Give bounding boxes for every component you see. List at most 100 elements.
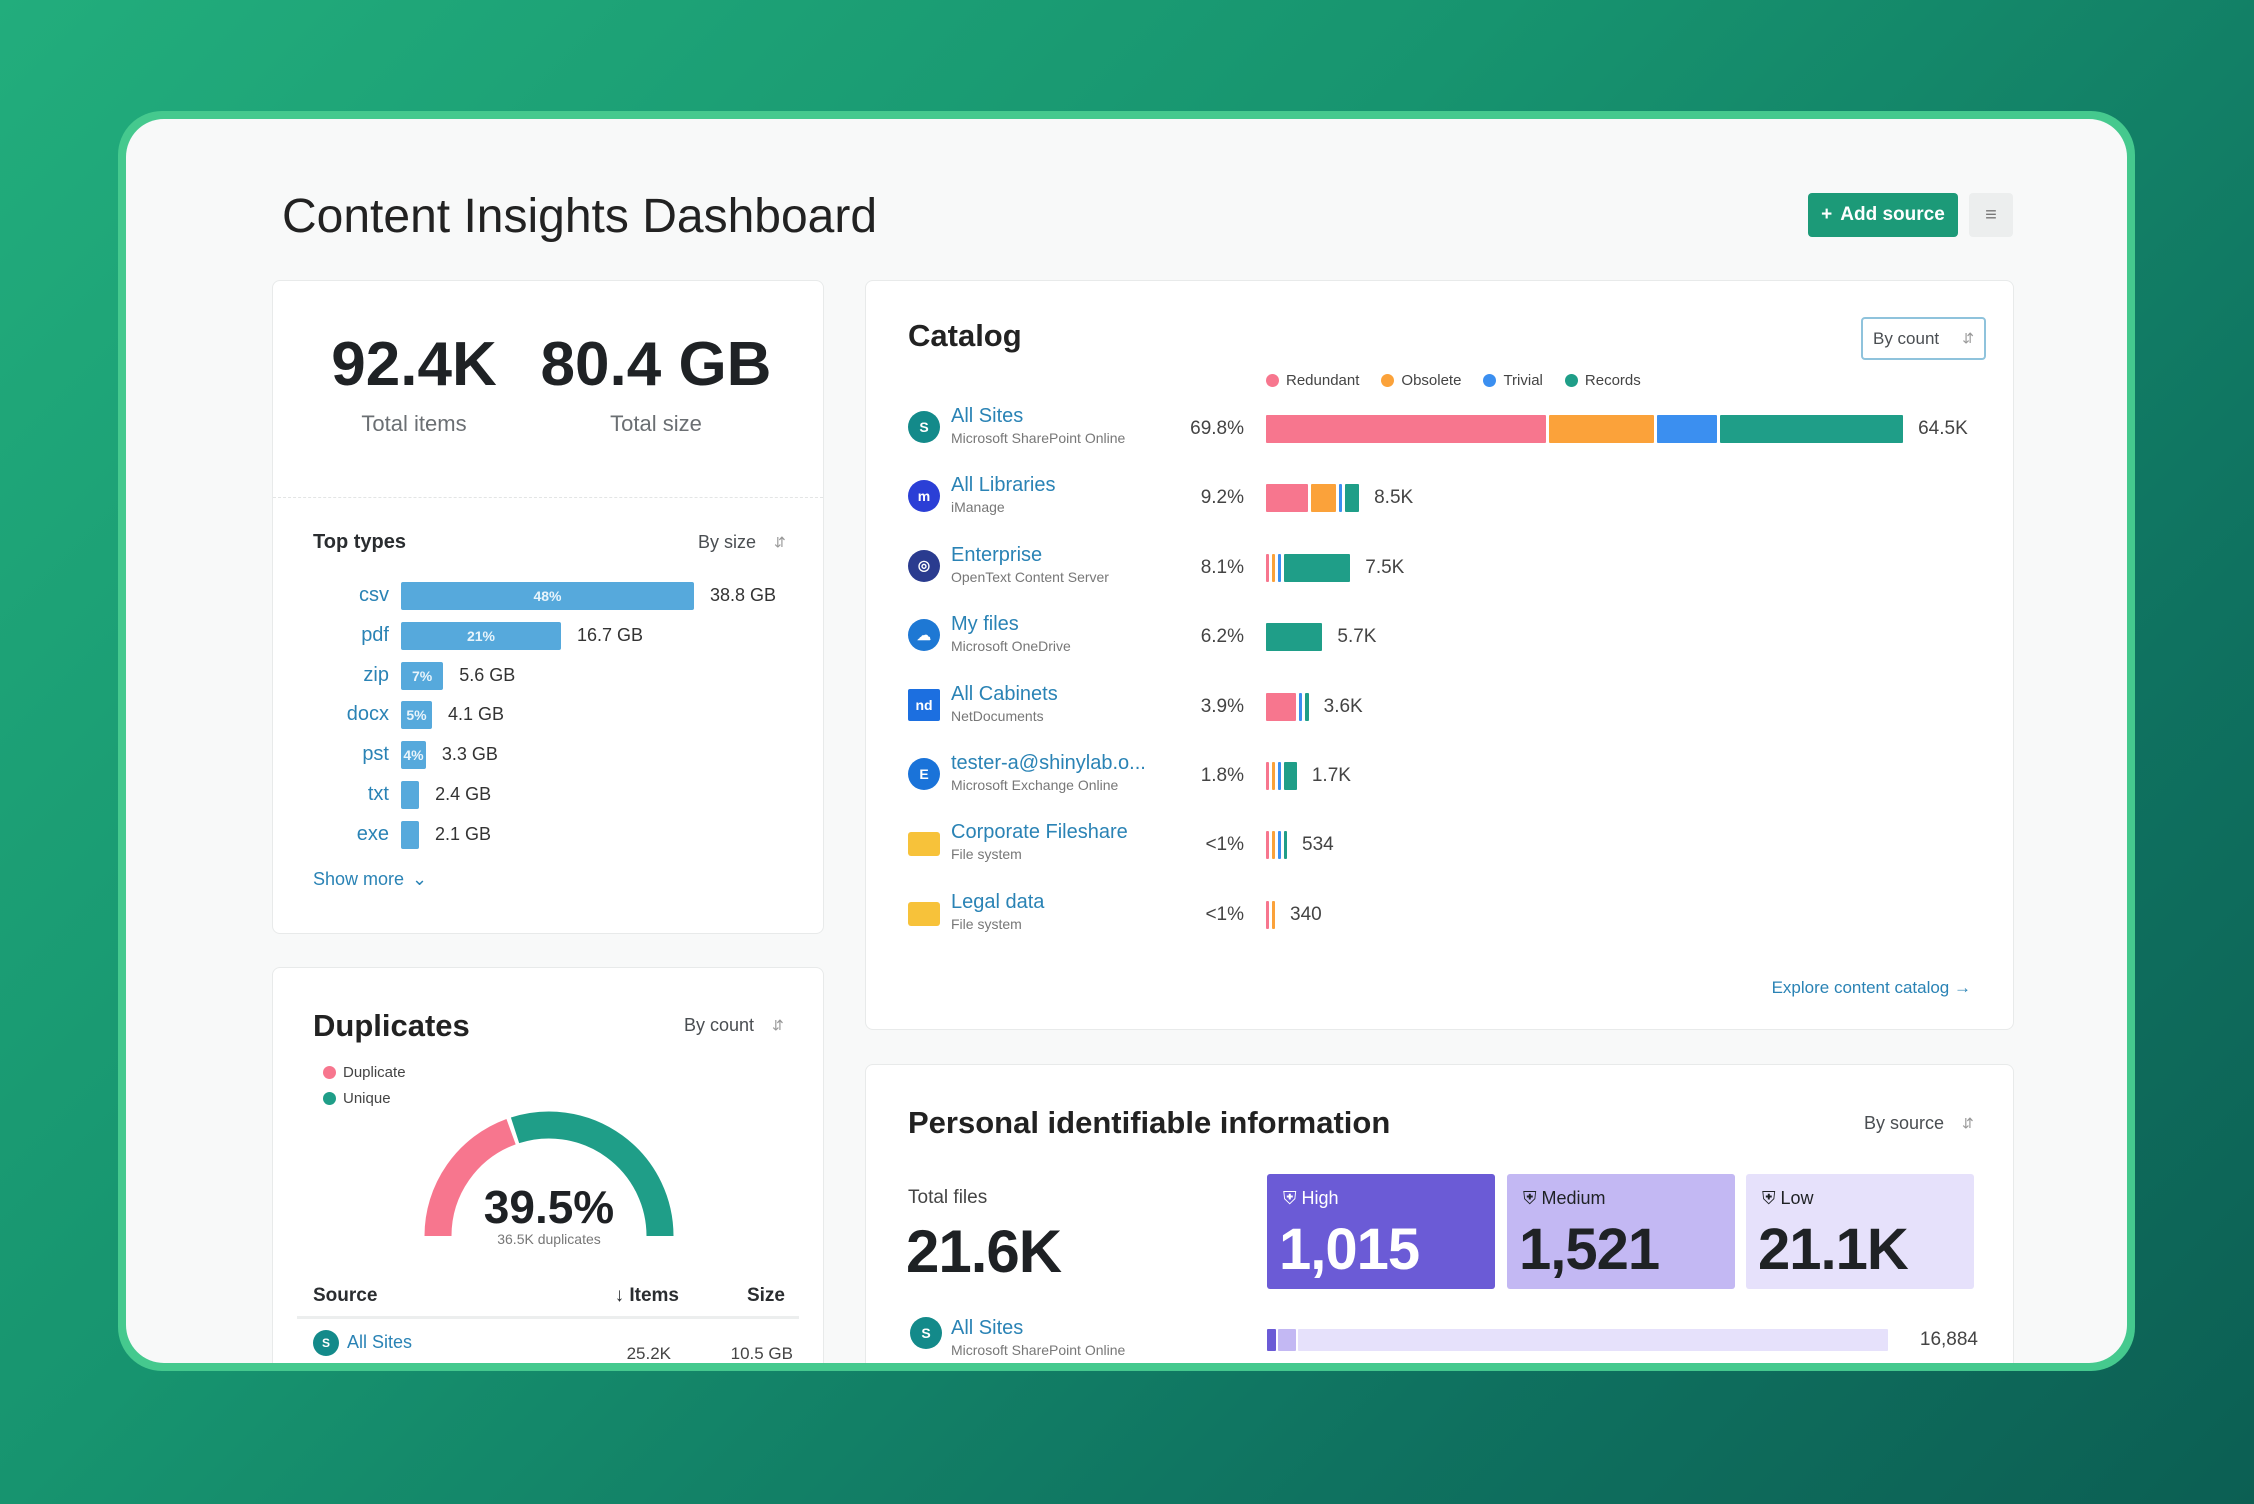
source-name[interactable]: Legal data — [951, 890, 1045, 913]
type-bar[interactable] — [401, 781, 420, 809]
catalog-stacked-bar[interactable] — [1266, 900, 1278, 929]
pii-title: Personal identifiable information — [908, 1105, 1391, 1140]
catalog-stacked-bar[interactable] — [1266, 762, 1300, 790]
catalog-stacked-bar[interactable] — [1266, 415, 1906, 443]
segment-trivial[interactable] — [1278, 762, 1281, 790]
col-items[interactable]: ↓ Items — [614, 1285, 679, 1306]
type-label[interactable]: pdf — [361, 623, 389, 646]
type-bar[interactable]: 5% — [401, 701, 432, 730]
source-name[interactable]: All Cabinets — [951, 682, 1058, 705]
segment-redundant[interactable] — [1266, 484, 1308, 513]
source-name[interactable]: My files — [951, 613, 1019, 636]
segment-trivial[interactable] — [1278, 553, 1281, 582]
source-name[interactable]: tester-a@shinylab.o... — [951, 752, 1146, 774]
type-label[interactable]: pst — [362, 743, 389, 766]
segment-trivial[interactable] — [1278, 831, 1281, 860]
type-label[interactable]: docx — [346, 703, 389, 726]
catalog-row[interactable]: Corporate Fileshare File system <1% 534 — [866, 821, 2006, 869]
segment-records[interactable] — [1266, 623, 1323, 652]
type-size: 2.1 GB — [435, 823, 492, 844]
segment-trivial[interactable] — [1656, 415, 1718, 443]
dashboard-card: Content Insights Dashboard + Add source ≡… — [126, 119, 2127, 1363]
pii-sort-select[interactable]: By source ⇵ — [1864, 1113, 1974, 1134]
segment-redundant[interactable] — [1266, 900, 1269, 929]
type-label[interactable]: exe — [356, 822, 389, 845]
segment-records[interactable] — [1720, 415, 1904, 443]
segment-obsolete[interactable] — [1272, 553, 1275, 582]
type-size: 5.6 GB — [459, 664, 516, 685]
catalog-stacked-bar[interactable] — [1266, 831, 1290, 860]
type-label[interactable]: csv — [359, 584, 389, 606]
segment-redundant[interactable] — [1266, 831, 1269, 860]
show-more-link[interactable]: Show more ⌄ — [313, 869, 427, 890]
pii-tile-medium[interactable]: ⛨ Medium 1,521 — [1507, 1174, 1735, 1289]
type-bar[interactable]: 48% — [401, 582, 694, 610]
pii-tile-label: ⛨ Medium — [1523, 1188, 1606, 1209]
type-label[interactable]: txt — [367, 783, 389, 805]
type-bar[interactable]: 4% — [401, 741, 426, 770]
segment-records[interactable] — [1284, 553, 1351, 582]
catalog-stacked-bar[interactable] — [1266, 484, 1362, 513]
source-name[interactable]: All Sites — [951, 405, 1024, 427]
add-source-button[interactable]: + Add source — [1808, 193, 1958, 237]
segment-redundant[interactable] — [1266, 415, 1546, 443]
segment-obsolete[interactable] — [1272, 900, 1275, 929]
source-name[interactable]: Corporate Fileshare — [951, 821, 1128, 844]
sliders-icon: ≡ — [1985, 203, 1997, 226]
catalog-row[interactable]: nd All Cabinets NetDocuments 3.9% 3.6K — [866, 683, 2006, 731]
pii-panel: Personal identifiable information By sou… — [865, 1064, 2014, 1363]
top-types-sort-select[interactable]: By size ⇵ — [698, 532, 786, 553]
pii-segment-high[interactable] — [1267, 1329, 1277, 1351]
catalog-stacked-bar[interactable] — [1266, 553, 1353, 582]
segment-obsolete[interactable] — [1272, 831, 1275, 860]
segment-records[interactable] — [1304, 692, 1309, 721]
type-label[interactable]: zip — [363, 663, 389, 686]
segment-redundant[interactable] — [1266, 553, 1269, 582]
table-row[interactable]: S All Sites 25.2K 10.5 GB — [313, 1330, 793, 1363]
segment-redundant[interactable] — [1266, 692, 1296, 721]
segment-obsolete[interactable] — [1272, 762, 1275, 790]
pii-tile-low[interactable]: ⛨ Low 21.1K — [1746, 1174, 1974, 1289]
segment-trivial[interactable] — [1339, 484, 1343, 513]
sharepoint-icon: S — [908, 411, 940, 443]
type-bar[interactable] — [401, 820, 419, 849]
catalog-stacked-bar[interactable] — [1266, 692, 1312, 721]
segment-trivial[interactable] — [1298, 692, 1302, 721]
segment-obsolete[interactable] — [1548, 415, 1654, 443]
filter-button[interactable]: ≡ — [1969, 193, 2013, 237]
total-items-value: 92.4K — [331, 330, 497, 399]
type-bar[interactable]: 21% — [401, 621, 561, 650]
pii-segment-low[interactable] — [1298, 1329, 1888, 1351]
segment-obsolete[interactable] — [1310, 484, 1337, 513]
type-bar[interactable]: 7% — [401, 661, 444, 690]
catalog-stacked-bar[interactable] — [1266, 623, 1325, 652]
opentext-icon: ◎ — [908, 549, 940, 582]
legend-label: Unique — [343, 1090, 391, 1107]
col-source[interactable]: Source — [313, 1285, 378, 1306]
explore-catalog-link[interactable]: Explore content catalog → — [1771, 978, 1971, 997]
source-percent: 69.8% — [1190, 418, 1244, 439]
type-percent: 4% — [403, 747, 424, 764]
catalog-row[interactable]: ◎ Enterprise OpenText Content Server 8.1% 7.… — [866, 544, 2006, 592]
pii-row[interactable]: S All Sites Microsoft SharePoint Online … — [908, 1317, 1978, 1358]
catalog-row[interactable]: S All Sites Microsoft SharePoint Online 69.… — [866, 405, 2006, 453]
segment-records[interactable] — [1284, 831, 1287, 860]
catalog-row[interactable]: Legal data File system <1% 340 — [866, 891, 2006, 939]
segment-redundant[interactable] — [1266, 762, 1269, 790]
source-name[interactable]: All Libraries — [951, 474, 1056, 497]
pii-segment-medium[interactable] — [1278, 1329, 1297, 1351]
pii-tile-high[interactable]: ⛨ High 1,015 — [1267, 1174, 1495, 1289]
source-count: 340 — [1290, 903, 1322, 925]
sharepoint-icon: S — [313, 1330, 339, 1356]
catalog-row[interactable]: ☁ My files Microsoft OneDrive 6.2% 5.7K — [866, 613, 2006, 661]
segment-records[interactable] — [1345, 484, 1360, 513]
duplicates-sort-select[interactable]: By count ⇵ — [684, 1015, 784, 1036]
divider — [273, 497, 823, 498]
catalog-row[interactable]: m All Libraries iManage 9.2% 8.5K — [866, 474, 2006, 522]
source-name[interactable]: Enterprise — [951, 543, 1043, 566]
col-size[interactable]: Size — [746, 1285, 785, 1306]
source-type: OpenText Content Server — [951, 568, 1109, 585]
catalog-sort-select[interactable]: By count ⇵ — [1861, 317, 1986, 360]
segment-records[interactable] — [1284, 762, 1297, 790]
